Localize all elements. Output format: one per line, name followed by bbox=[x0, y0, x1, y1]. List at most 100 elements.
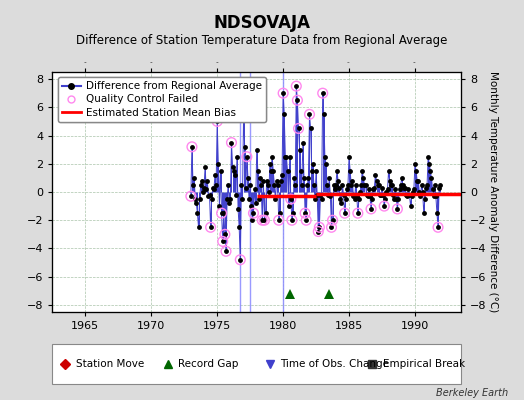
Point bbox=[187, 193, 195, 200]
Point bbox=[366, 193, 374, 200]
Point bbox=[303, 182, 311, 188]
Point bbox=[187, 193, 195, 200]
Point bbox=[315, 224, 324, 230]
Point bbox=[320, 111, 328, 118]
Point bbox=[374, 182, 382, 188]
Point bbox=[221, 231, 229, 238]
Point bbox=[339, 182, 347, 188]
Point bbox=[405, 192, 413, 198]
Point bbox=[388, 182, 396, 188]
Point bbox=[375, 182, 383, 188]
Point bbox=[239, 111, 248, 118]
Point bbox=[428, 186, 436, 192]
Point bbox=[368, 196, 376, 202]
Point bbox=[278, 172, 286, 178]
Point bbox=[252, 200, 260, 206]
Point bbox=[243, 154, 251, 160]
Point bbox=[230, 168, 238, 174]
Point bbox=[420, 210, 428, 216]
Point bbox=[389, 192, 397, 198]
Point bbox=[302, 217, 310, 224]
Text: Berkeley Earth: Berkeley Earth bbox=[436, 388, 508, 398]
Point bbox=[232, 192, 240, 198]
Point bbox=[223, 196, 231, 202]
Point bbox=[326, 193, 334, 200]
Point bbox=[367, 206, 375, 212]
Point bbox=[401, 184, 409, 191]
Point bbox=[330, 182, 338, 188]
Point bbox=[277, 178, 285, 184]
Point bbox=[305, 111, 314, 118]
Point bbox=[260, 217, 269, 224]
Point bbox=[260, 217, 269, 224]
Point bbox=[301, 210, 309, 216]
Point bbox=[236, 256, 245, 263]
Point bbox=[355, 196, 363, 202]
Point bbox=[215, 203, 224, 209]
Point bbox=[418, 182, 426, 188]
Point bbox=[397, 182, 405, 188]
Point bbox=[192, 200, 201, 206]
Point bbox=[386, 178, 394, 184]
Legend: Difference from Regional Average, Quality Control Failed, Estimated Station Mean: Difference from Regional Average, Qualit… bbox=[58, 77, 266, 122]
Point bbox=[380, 203, 388, 209]
Point bbox=[413, 178, 421, 184]
Point bbox=[249, 210, 258, 216]
Point bbox=[255, 196, 263, 202]
Point bbox=[408, 193, 416, 200]
Point bbox=[369, 186, 377, 192]
Point bbox=[247, 203, 256, 209]
Point bbox=[221, 231, 229, 238]
Point bbox=[265, 189, 273, 195]
Point bbox=[407, 203, 415, 209]
Point bbox=[363, 192, 371, 198]
Point bbox=[206, 224, 215, 230]
Point bbox=[212, 182, 220, 188]
Point bbox=[279, 90, 287, 96]
Point bbox=[359, 175, 367, 181]
Point bbox=[209, 184, 217, 191]
Point bbox=[274, 182, 282, 188]
Point bbox=[434, 224, 442, 230]
Point bbox=[287, 196, 295, 202]
Point bbox=[239, 111, 248, 118]
Point bbox=[393, 206, 401, 212]
Point bbox=[332, 182, 340, 188]
Point bbox=[231, 172, 239, 178]
Point bbox=[293, 97, 302, 104]
Point bbox=[227, 139, 236, 146]
Point bbox=[189, 182, 197, 188]
Point bbox=[357, 182, 365, 188]
Point bbox=[288, 217, 296, 224]
Point bbox=[289, 210, 297, 216]
Y-axis label: Monthly Temperature Anomaly Difference (°C): Monthly Temperature Anomaly Difference (… bbox=[488, 71, 498, 313]
Point bbox=[351, 196, 359, 202]
Point bbox=[248, 217, 257, 224]
Point bbox=[261, 210, 270, 216]
Point bbox=[403, 193, 411, 200]
Point bbox=[409, 189, 417, 195]
Point bbox=[425, 160, 433, 167]
Point bbox=[283, 168, 292, 174]
Point bbox=[271, 196, 280, 202]
Point bbox=[259, 178, 268, 184]
Point bbox=[350, 193, 358, 200]
Point bbox=[276, 210, 284, 216]
Point bbox=[352, 182, 360, 188]
Point bbox=[377, 192, 385, 198]
Point bbox=[436, 182, 444, 188]
Point bbox=[227, 139, 236, 146]
Point bbox=[412, 168, 420, 174]
Point bbox=[264, 182, 272, 188]
Point bbox=[205, 192, 214, 198]
Point bbox=[329, 217, 337, 224]
Point bbox=[237, 182, 246, 188]
Point bbox=[287, 196, 295, 202]
Point bbox=[360, 182, 368, 188]
Point bbox=[280, 111, 288, 118]
Point bbox=[347, 182, 355, 188]
Point bbox=[269, 168, 277, 174]
Text: Time of Obs. Change: Time of Obs. Change bbox=[280, 359, 389, 369]
Point bbox=[370, 184, 378, 191]
Point bbox=[236, 256, 245, 263]
